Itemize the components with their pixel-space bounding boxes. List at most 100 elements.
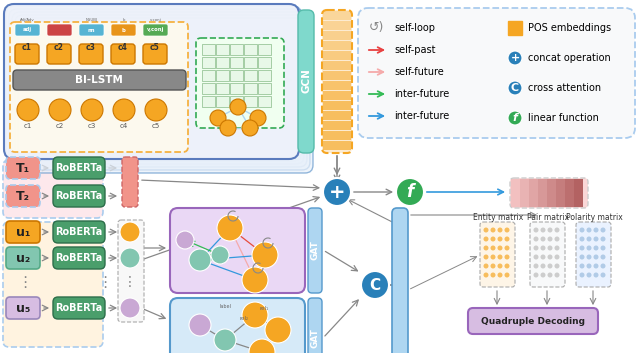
Circle shape <box>497 273 502 277</box>
Bar <box>216 57 229 68</box>
Text: rel₂: rel₂ <box>240 316 249 321</box>
Circle shape <box>593 237 598 241</box>
FancyBboxPatch shape <box>53 157 105 179</box>
Bar <box>323 31 351 40</box>
Circle shape <box>547 227 552 233</box>
FancyBboxPatch shape <box>6 297 40 319</box>
Circle shape <box>189 249 211 271</box>
Text: ⋮: ⋮ <box>97 275 113 289</box>
Bar <box>511 179 520 207</box>
Circle shape <box>579 237 584 241</box>
Text: c4: c4 <box>120 123 128 129</box>
Circle shape <box>579 245 584 251</box>
Circle shape <box>497 263 502 269</box>
Circle shape <box>534 237 538 241</box>
Circle shape <box>586 245 591 251</box>
Circle shape <box>534 245 538 251</box>
Circle shape <box>541 255 545 259</box>
Text: u₁: u₁ <box>16 226 30 239</box>
Circle shape <box>176 231 194 249</box>
Circle shape <box>211 246 229 264</box>
Circle shape <box>145 99 167 121</box>
Text: self-past: self-past <box>394 45 435 55</box>
FancyBboxPatch shape <box>308 208 322 293</box>
Circle shape <box>534 273 538 277</box>
Bar <box>230 96 243 107</box>
Text: RoBERTa: RoBERTa <box>56 191 102 201</box>
Circle shape <box>249 339 275 353</box>
Bar <box>556 179 565 207</box>
Bar <box>323 81 351 90</box>
Bar <box>258 70 271 81</box>
Circle shape <box>490 273 495 277</box>
Circle shape <box>504 245 509 251</box>
Text: u₅: u₅ <box>16 301 30 315</box>
Circle shape <box>504 255 509 259</box>
Circle shape <box>490 263 495 269</box>
Bar <box>547 179 556 207</box>
Text: c1: c1 <box>24 123 32 129</box>
Bar <box>244 70 257 81</box>
Text: concat operation: concat operation <box>528 53 611 63</box>
Circle shape <box>483 245 488 251</box>
Bar <box>323 141 351 150</box>
Circle shape <box>541 237 545 241</box>
Circle shape <box>593 263 598 269</box>
Text: c3: c3 <box>88 123 96 129</box>
Text: c2: c2 <box>54 43 64 53</box>
Circle shape <box>113 99 135 121</box>
Text: f: f <box>513 113 517 123</box>
Bar <box>258 44 271 55</box>
Circle shape <box>586 273 591 277</box>
Bar <box>244 44 257 55</box>
Circle shape <box>504 227 509 233</box>
FancyBboxPatch shape <box>53 247 105 269</box>
Bar <box>244 96 257 107</box>
Text: c2: c2 <box>56 123 64 129</box>
Circle shape <box>579 273 584 277</box>
Text: T₁: T₁ <box>16 162 30 174</box>
FancyBboxPatch shape <box>358 8 635 138</box>
Circle shape <box>547 273 552 277</box>
Circle shape <box>396 178 424 206</box>
Text: T₂: T₂ <box>16 190 30 203</box>
FancyBboxPatch shape <box>6 221 40 243</box>
Circle shape <box>534 227 538 233</box>
Text: c5: c5 <box>152 123 160 129</box>
Bar <box>216 70 229 81</box>
FancyBboxPatch shape <box>12 12 307 167</box>
FancyBboxPatch shape <box>53 185 105 207</box>
Circle shape <box>497 227 502 233</box>
Text: RoBERTa: RoBERTa <box>56 303 102 313</box>
Circle shape <box>541 273 545 277</box>
Bar <box>323 61 351 70</box>
FancyBboxPatch shape <box>143 44 167 64</box>
Circle shape <box>250 110 266 126</box>
Circle shape <box>120 222 140 242</box>
Circle shape <box>497 245 502 251</box>
FancyBboxPatch shape <box>10 22 188 152</box>
FancyBboxPatch shape <box>47 24 72 36</box>
Bar <box>574 179 583 207</box>
Bar <box>323 121 351 130</box>
Circle shape <box>483 263 488 269</box>
Bar <box>258 96 271 107</box>
FancyBboxPatch shape <box>510 178 588 208</box>
Circle shape <box>541 227 545 233</box>
Bar <box>230 83 243 94</box>
Circle shape <box>490 245 495 251</box>
Circle shape <box>600 263 605 269</box>
Bar <box>323 21 351 30</box>
Circle shape <box>230 99 246 115</box>
Bar <box>258 57 271 68</box>
Text: Pair matrix: Pair matrix <box>527 213 569 221</box>
FancyBboxPatch shape <box>468 308 598 334</box>
FancyBboxPatch shape <box>13 70 186 90</box>
FancyBboxPatch shape <box>79 44 103 64</box>
FancyBboxPatch shape <box>4 4 299 159</box>
Bar <box>323 71 351 80</box>
Text: v,conj: v,conj <box>147 28 164 32</box>
Circle shape <box>579 255 584 259</box>
Bar <box>565 179 574 207</box>
Text: inter-future: inter-future <box>394 89 449 99</box>
